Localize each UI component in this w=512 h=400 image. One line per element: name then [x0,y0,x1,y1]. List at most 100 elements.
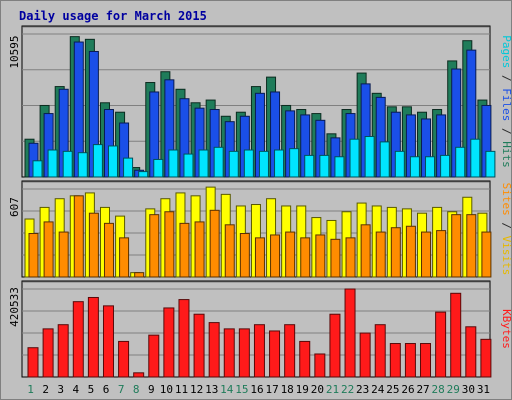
bar-kbytes-day-18 [284,324,296,378]
bar-sites-day-11 [179,222,190,278]
bar-pages-day-12 [198,149,209,178]
bar-kbytes-day-3 [57,324,69,378]
panel-top: 10595 Pages / Files / Hits [8,25,512,178]
bar-sites-day-26 [405,225,416,278]
bar-kbytes-day-2 [42,328,54,378]
bar-sites-day-19 [300,237,311,278]
x-tick-label-day-14: 14 [220,383,234,396]
legend-part: Pages [500,35,512,68]
bar-pages-day-6 [107,145,118,178]
bar-kbytes-day-16 [253,324,265,378]
x-tick-label-day-26: 26 [401,383,414,396]
bar-sites-day-22 [345,237,356,278]
panel-middle: 607 Sites / Visits [8,180,512,278]
bar-pages-day-25 [394,150,405,178]
bar-kbytes-day-14 [223,328,235,378]
panel-axis-legend: Pages / Files / Hits [500,35,512,168]
legend-part: Visits [500,236,512,276]
x-tick-label-day-3: 3 [57,383,64,396]
bar-kbytes-day-1 [27,347,39,378]
bar-kbytes-day-9 [148,334,160,378]
x-tick-label-day-8: 8 [133,383,140,396]
x-tick-label-day-23: 23 [356,383,369,396]
bar-kbytes-day-13 [208,322,220,378]
bar-sites-day-27 [421,231,432,278]
bar-pages-day-11 [183,153,194,178]
bar-pages-day-8 [138,171,149,178]
x-tick-label-day-2: 2 [42,383,49,396]
bar-kbytes-day-6 [102,305,114,378]
bar-kbytes-day-17 [269,330,281,378]
bar-pages-day-28 [440,154,451,178]
bar-pages-day-20 [319,154,330,178]
x-axis-labels: 1 2 3 4 5 6 7 8 9 10 11 12 13 14 15 16 17 18 19 20 21 22 23 24 2… [27,383,490,396]
max-value-label: 607 [8,197,21,217]
bar-pages-day-16 [258,150,269,178]
bar-pages-day-27 [425,156,436,178]
bar-sites-day-2 [43,221,54,278]
x-tick-label-day-13: 13 [205,383,218,396]
bar-kbytes-day-10 [163,307,175,378]
bar-sites-day-28 [436,230,447,278]
bar-sites-day-3 [58,231,69,278]
x-tick-label-day-4: 4 [73,383,80,396]
bar-sites-day-13 [209,209,220,278]
bar-sites-day-25 [390,227,401,278]
bar-pages-day-22 [349,138,360,178]
bar-sites-day-4 [73,195,84,278]
x-tick-label-day-21: 21 [326,383,339,396]
x-tick-label-day-22: 22 [341,383,354,396]
bar-sites-day-9 [149,214,160,278]
x-tick-label-day-19: 19 [296,383,309,396]
bar-pages-day-15 [243,149,254,178]
bar-kbytes-day-8 [133,372,145,378]
bar-sites-day-7 [119,237,130,278]
bar-pages-day-5 [92,144,103,178]
bar-kbytes-day-4 [72,301,84,378]
x-tick-label-day-16: 16 [250,383,263,396]
bar-sites-day-30 [466,214,477,278]
panel-axis-legend: KBytes [500,309,512,349]
bar-pages-day-18 [289,148,300,178]
bar-kbytes-day-22 [344,288,356,378]
bar-sites-day-18 [285,231,296,278]
legend-part: Hits [500,141,512,168]
bar-sites-day-20 [315,234,326,278]
bar-sites-day-21 [330,238,341,278]
x-tick-label-day-31: 31 [477,383,490,396]
bar-sites-day-15 [239,233,250,278]
legend-part: / [500,121,512,141]
bar-sites-day-12 [194,221,205,278]
bar-pages-day-4 [77,152,88,178]
x-tick-label-day-9: 9 [148,383,155,396]
x-tick-label-day-20: 20 [311,383,324,396]
legend-part: / [500,68,512,88]
bar-pages-day-10 [168,149,179,178]
chart-panels: 10595 Pages / Files / Hits 607 Sites / Visi… [8,25,512,378]
bar-pages-day-9 [153,158,164,178]
x-tick-label-day-30: 30 [462,383,475,396]
bar-kbytes-day-20 [314,353,326,378]
bar-sites-day-29 [451,214,462,278]
bar-pages-day-19 [304,154,315,178]
x-tick-label-day-24: 24 [371,383,385,396]
bar-kbytes-day-12 [193,313,205,378]
bar-pages-day-3 [62,150,73,178]
panel-bottom: 420533 KBytes [8,280,512,378]
bar-kbytes-day-31 [480,338,492,378]
x-tick-label-day-10: 10 [160,383,173,396]
bar-sites-day-10 [164,211,175,278]
bar-pages-day-29 [455,146,466,178]
bar-sites-day-24 [375,231,386,278]
bar-pages-day-1 [32,160,43,178]
bar-kbytes-day-26 [404,343,416,378]
chart-title: Daily usage for March 2015 [19,9,207,23]
x-tick-label-day-5: 5 [88,383,95,396]
bar-pages-day-14 [228,150,239,178]
x-tick-label-day-1: 1 [27,383,34,396]
x-tick-label-day-29: 29 [447,383,460,396]
bar-pages-day-7 [123,157,134,178]
bar-pages-day-30 [470,138,481,178]
bar-kbytes-day-27 [420,343,432,378]
